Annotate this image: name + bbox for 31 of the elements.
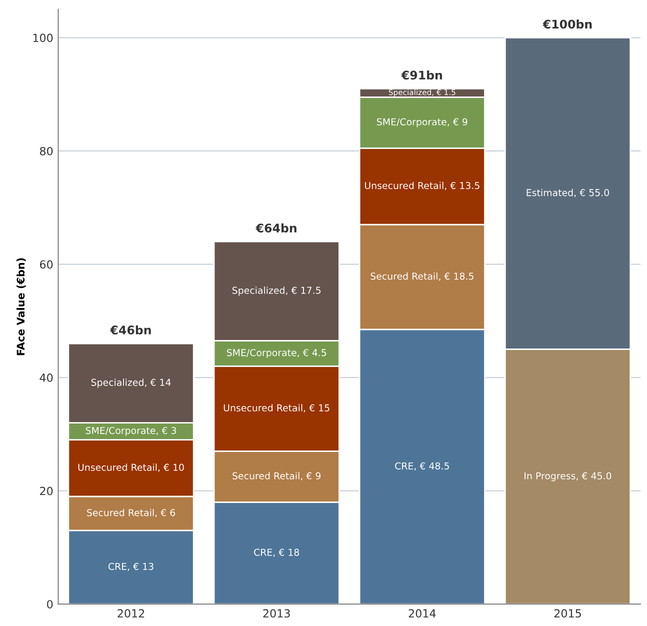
data-label: CRE, € 18 [254,548,300,557]
total-label: €46bn [110,325,151,334]
x-tick-label: 2015 [554,609,581,618]
data-label: Specialized, € 17.5 [232,286,320,296]
y-tick-label: 20 [40,486,53,496]
y-tick-label: 0 [47,600,53,608]
y-axis-title: FAce Value (€bn) [16,258,26,356]
data-label: Estimated, € 55.0 [526,188,609,198]
data-label: SME/Corporate, € 9 [377,118,468,128]
data-label: Unsecured Retail, € 13.5 [364,182,480,190]
data-label: Secured Retail, € 18.5 [370,272,474,281]
x-tick-label: 2013 [263,609,290,618]
data-label: SME/Corporate, € 3 [86,426,176,436]
x-tick-label: 2012 [118,609,144,618]
total-label: €100bn [542,19,592,29]
x-tick-label: 2014 [408,609,436,618]
data-label: CRE, € 48.5 [395,462,449,470]
y-tick-label: 80 [40,146,53,156]
data-label: Secured Retail, € 6 [87,508,176,518]
y-tick-label: 40 [40,374,53,382]
total-label: €91bn [401,70,442,80]
y-tick-label: 60 [40,260,53,269]
data-label: CRE, € 13 [108,562,154,571]
data-label: Unsecured Retail, € 10 [78,464,184,472]
data-label: SME/Corporate, € 4.5 [226,349,326,358]
total-label: €64bn [256,223,296,233]
data-label: Specialized, € 14 [91,378,171,388]
data-label: In Progress, € 45.0 [524,472,612,482]
data-label: Secured Retail, € 9 [232,472,321,480]
y-tick-label: 100 [33,34,53,42]
data-label: Unsecured Retail, € 15 [224,404,330,412]
